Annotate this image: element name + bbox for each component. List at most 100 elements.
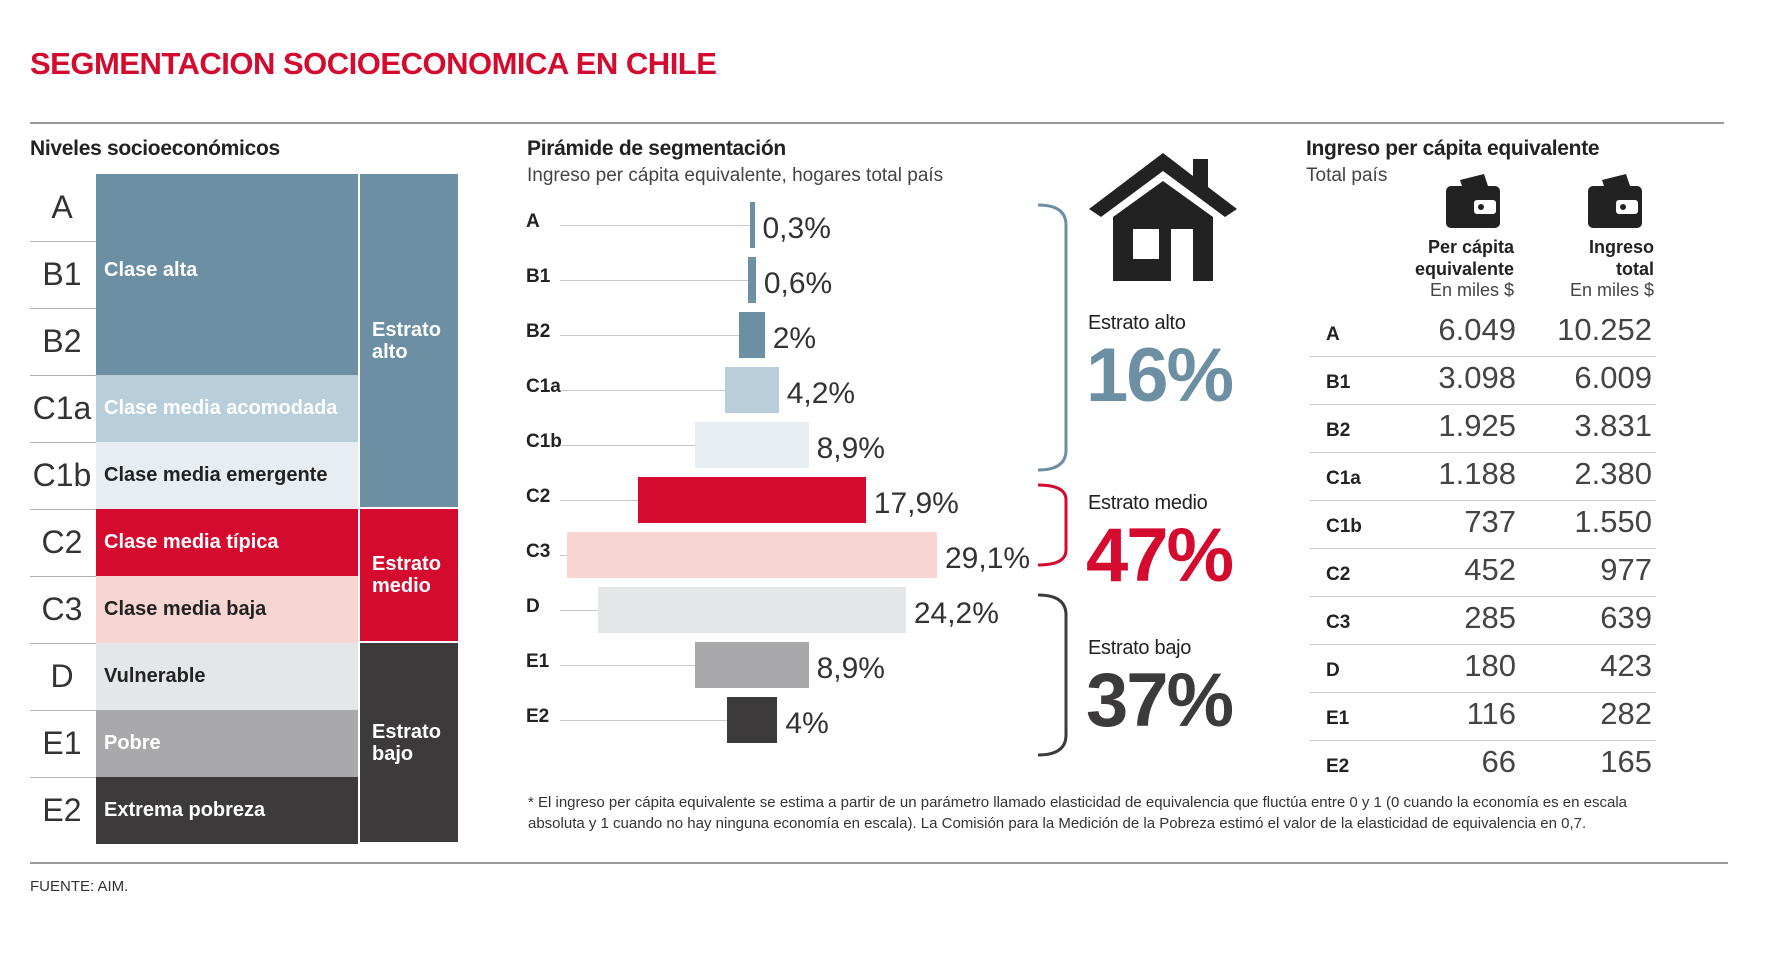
level-separator: [30, 777, 96, 778]
level-row: D Vulnerable: [30, 643, 458, 710]
level-row: C1a Clase media acomodada: [30, 375, 458, 442]
income-total-cell: 10.252: [1557, 312, 1652, 347]
level-row: C1b Clase media emergente: [30, 442, 458, 509]
source-note: FUENTE: AIM.: [30, 878, 129, 895]
pyramid-leader-line: [560, 280, 749, 281]
income-per-capita-cell: 66: [1481, 744, 1516, 779]
income-heading: Ingreso per cápita equivalente: [1306, 137, 1600, 160]
pyramid-bar: [695, 642, 809, 688]
col-total-header: Ingreso total En miles $: [1520, 236, 1654, 301]
level-bar: Clase media baja: [96, 576, 358, 643]
income-row-code: B2: [1326, 420, 1351, 441]
level-bar: Vulnerable: [96, 643, 358, 710]
pyramid-value-label: 4,2%: [786, 377, 856, 410]
page-title: SEGMENTACION SOCIOECONOMICA EN CHILE: [30, 46, 717, 81]
col-per-capita-line1: Per cápita: [1427, 237, 1514, 257]
wallet-icon: [1588, 174, 1642, 228]
level-bar: Pobre: [96, 710, 358, 777]
level-code: C3: [41, 591, 83, 627]
pyramid-bar: [749, 202, 755, 248]
pyramid-value-label: 8,9%: [816, 432, 885, 465]
pyramid-value-label: 4%: [785, 707, 829, 740]
income-total-cell: 977: [1600, 552, 1652, 587]
pyramid-category-label: E2: [526, 706, 550, 727]
income-per-capita-cell: 3.098: [1438, 360, 1516, 395]
level-code: D: [50, 658, 74, 694]
level-bar: [96, 174, 358, 241]
bottom-divider: [30, 862, 1728, 864]
level-bar: [96, 308, 358, 375]
col-per-capita-header: Per cápita equivalente En miles $: [1380, 236, 1514, 301]
pyramid-bar: [739, 312, 765, 358]
income-row-code: C2: [1326, 564, 1351, 585]
strata-medio-value: 47%: [1086, 513, 1234, 598]
strata-medio-label: Estrato medio: [1088, 492, 1208, 514]
pyramid-value-label: 17,9%: [873, 487, 959, 520]
level-label: Clase media acomodada: [104, 397, 338, 419]
pyramid-value-label: 0,3%: [762, 212, 831, 245]
level-bar: Clase media acomodada: [96, 375, 358, 442]
strata-alto-value: 16%: [1086, 333, 1234, 418]
income-row-divider: [1310, 596, 1656, 597]
bracket-medio: [1037, 483, 1068, 567]
top-divider: [30, 122, 1724, 124]
wallet-icon: [1446, 174, 1500, 228]
income-total-cell: 639: [1600, 600, 1652, 635]
income-total-cell: 1.550: [1574, 504, 1652, 539]
income-row-code: C3: [1326, 612, 1351, 633]
income-per-capita-cell: 6.049: [1438, 312, 1516, 347]
pyramid-chart: A 0,3% B1 0,6% B2 2% C1a 4,2% C1b 8,9% C2 17,9% C3 29…: [520, 200, 1080, 760]
col-total-line1: Ingreso: [1588, 237, 1654, 257]
pyramid-leader-line: [560, 225, 750, 226]
pyramid-category-label: C2: [526, 486, 551, 507]
level-separator: [30, 442, 96, 443]
pyramid-category-label: C1b: [526, 431, 562, 452]
pyramid-value-label: 29,1%: [945, 542, 1031, 575]
income-per-capita-cell: 1.188: [1438, 456, 1516, 491]
income-row-code: E1: [1326, 708, 1350, 729]
pyramid-leader-line: [560, 555, 567, 556]
income-row-divider: [1310, 644, 1656, 645]
income-row-code: C1b: [1326, 516, 1362, 537]
pyramid-category-label: D: [526, 596, 540, 617]
income-total-cell: 3.831: [1574, 408, 1652, 443]
income-per-capita-cell: 452: [1464, 552, 1516, 587]
house-icon: [1089, 153, 1237, 281]
level-label: Vulnerable: [104, 665, 206, 687]
income-subheading: Total país: [1306, 165, 1388, 186]
level-bar: Extrema pobreza: [96, 777, 358, 844]
income-row-divider: [1310, 500, 1656, 501]
income-row-divider: [1310, 452, 1656, 453]
pyramid-value-label: 2%: [772, 322, 817, 355]
level-separator: [30, 710, 96, 711]
level-separator: [30, 576, 96, 577]
level-code: B1: [42, 256, 82, 292]
income-row-divider: [1310, 404, 1656, 405]
pyramid-heading: Pirámide de segmentación: [527, 137, 786, 160]
income-per-capita-cell: 1.925: [1438, 408, 1516, 443]
pyramid-category-label: C1a: [526, 376, 561, 397]
level-row: A: [30, 174, 458, 241]
pyramid-leader-line: [560, 500, 639, 501]
bracket-alto: [1037, 203, 1068, 472]
income-row-divider: [1310, 356, 1656, 357]
level-separator: [30, 308, 96, 309]
income-total-cell: 2.380: [1574, 456, 1652, 491]
pyramid-bar: [725, 367, 779, 413]
pyramid-bar: [726, 697, 778, 743]
col-total-unit: En miles $: [1569, 280, 1654, 300]
strata-block: Estrato bajo: [360, 643, 458, 842]
level-code: B2: [42, 323, 82, 359]
pyramid-value-label: 8,9%: [816, 652, 885, 685]
income-row-divider: [1310, 548, 1656, 549]
income-row-code: C1a: [1326, 468, 1361, 489]
bracket-bajo: [1037, 593, 1068, 757]
pyramid-value-label: 24,2%: [913, 597, 999, 630]
income-row-code: B1: [1326, 372, 1351, 393]
strata-block: Estrato medio: [360, 509, 458, 641]
level-separator: [30, 509, 96, 510]
pyramid-leader-line: [560, 720, 727, 721]
level-row: E1 Pobre: [30, 710, 458, 777]
pyramid-leader-line: [560, 335, 740, 336]
level-label: Clase media emergente: [104, 464, 328, 486]
